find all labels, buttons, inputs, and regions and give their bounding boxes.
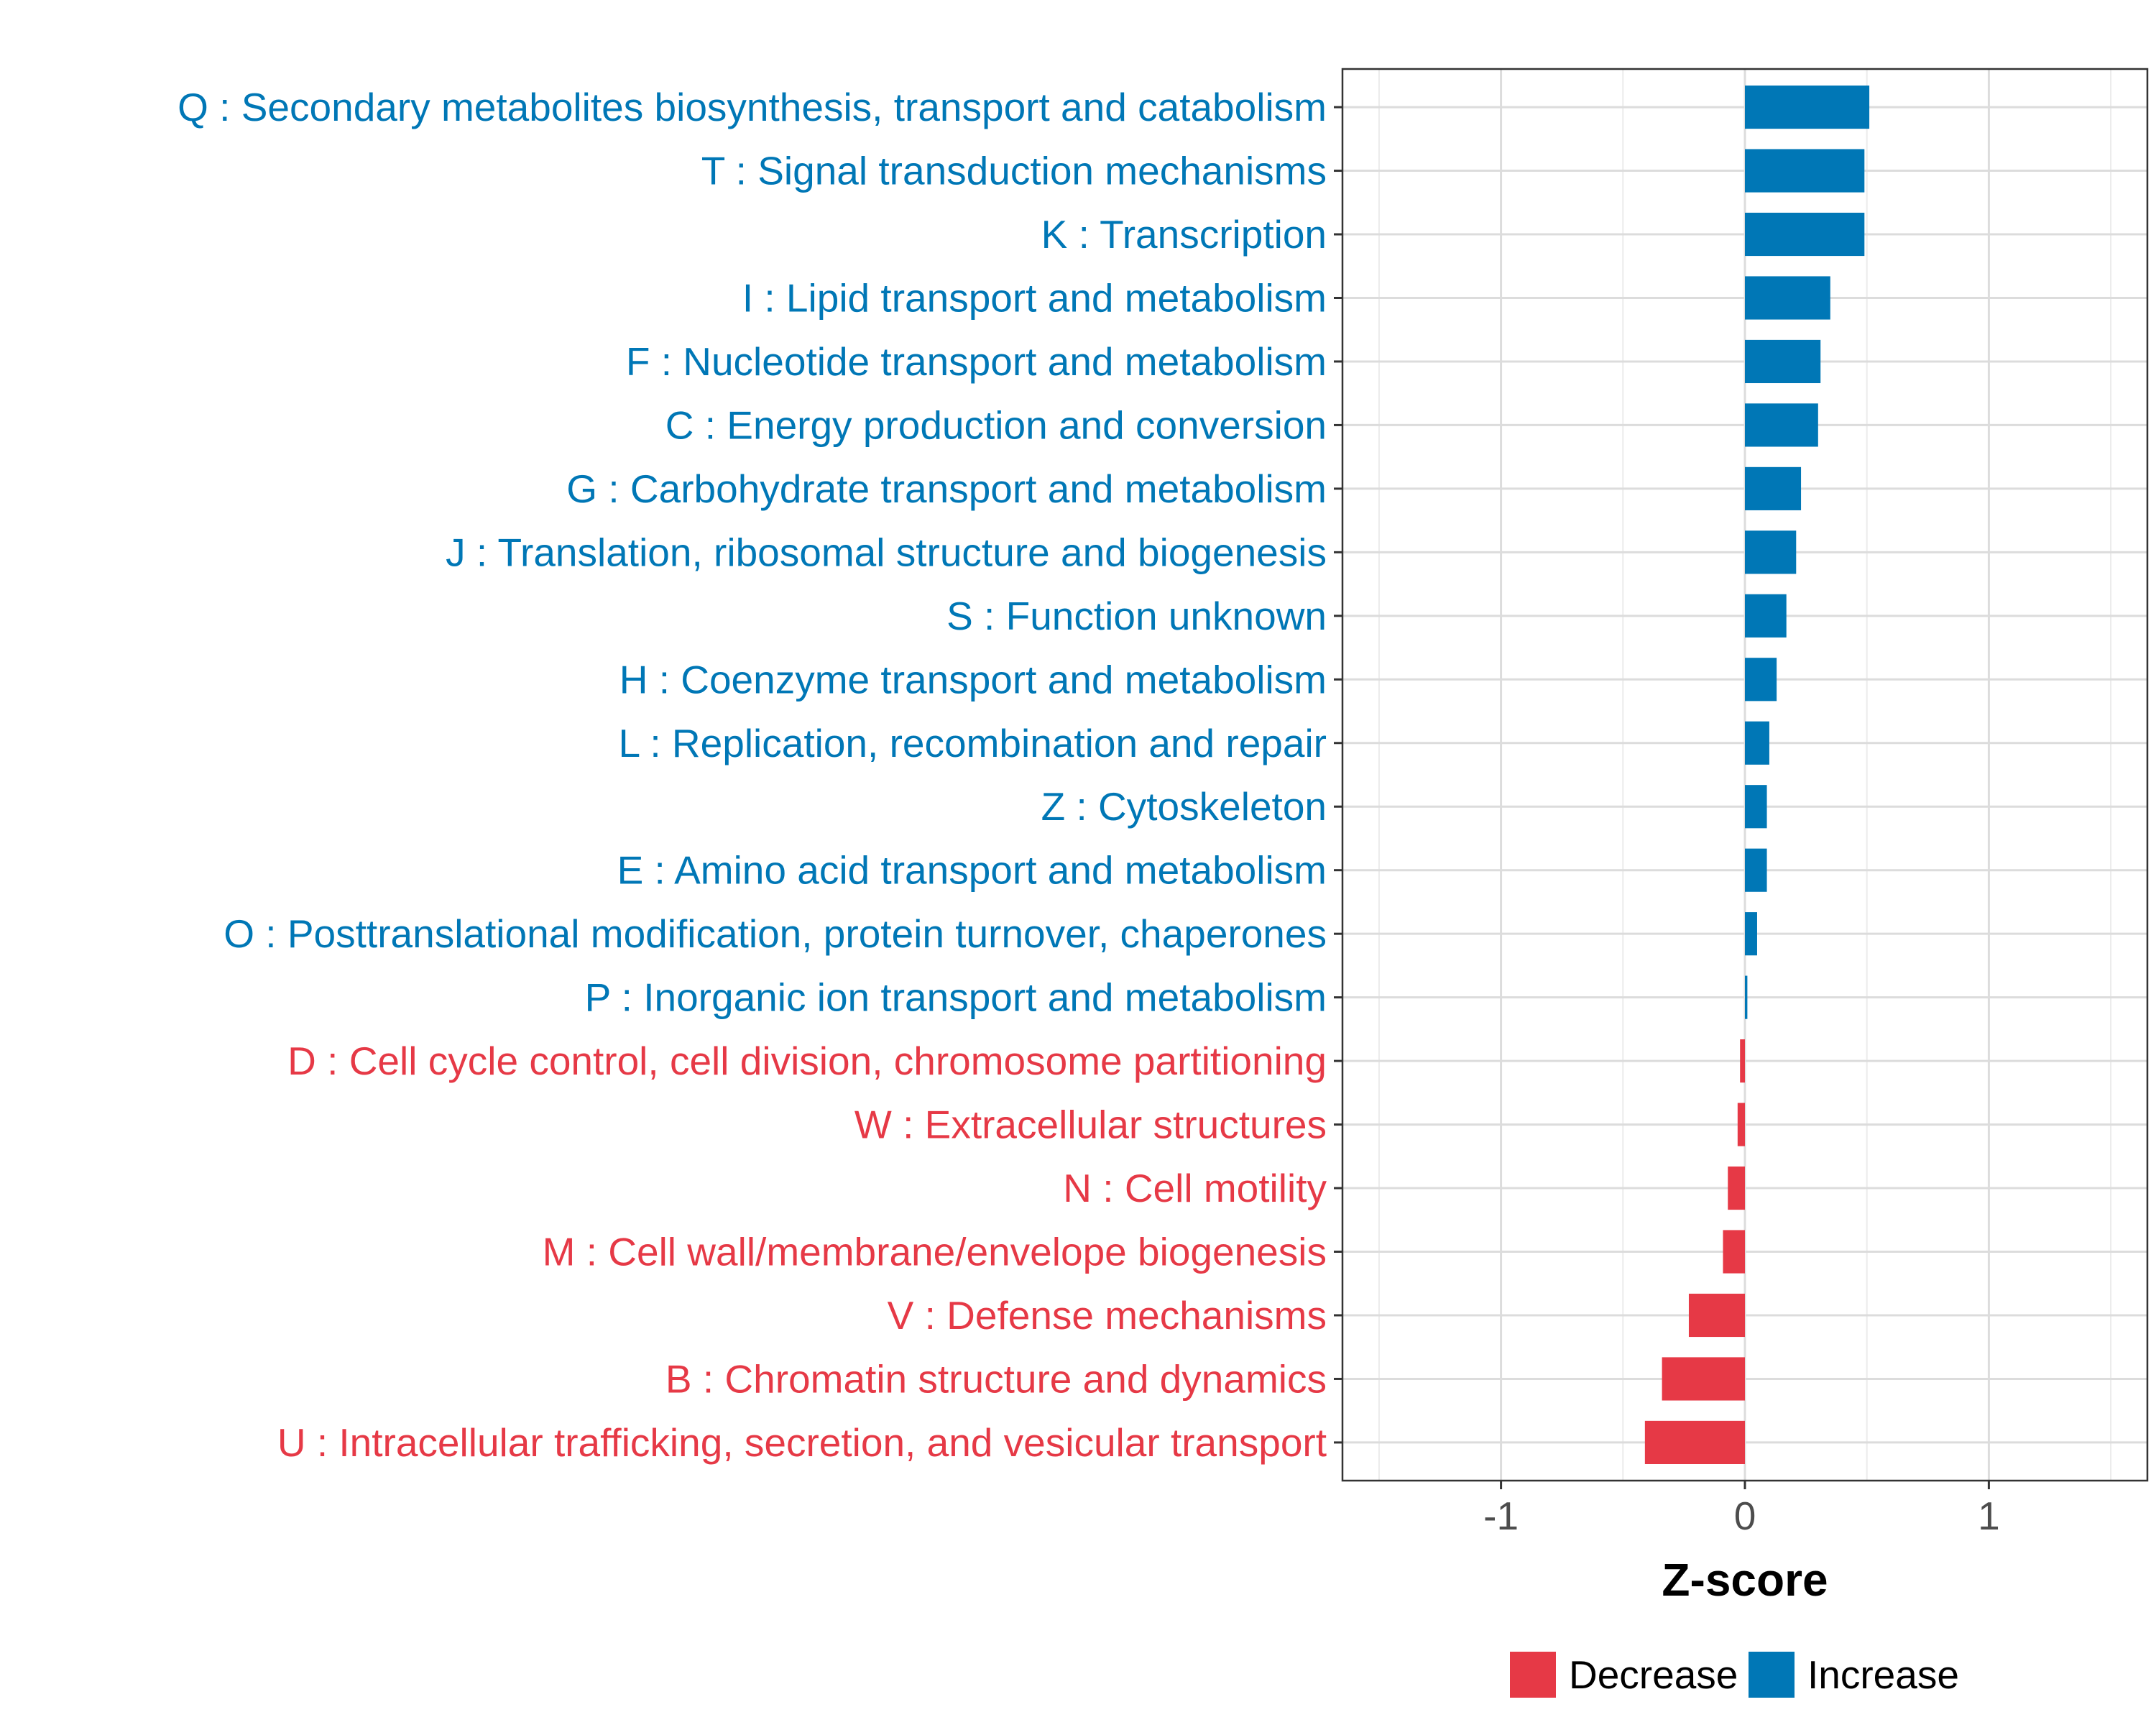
- x-tick-label: 0: [1734, 1494, 1756, 1538]
- category-label: K : Transcription: [1041, 212, 1327, 257]
- bar: [1723, 1230, 1745, 1274]
- bar: [1745, 721, 1769, 765]
- category-label: P : Inorganic ion transport and metaboli…: [585, 975, 1327, 1020]
- bar: [1745, 149, 1865, 193]
- category-label: T : Signal transduction mechanisms: [701, 149, 1327, 193]
- bar: [1745, 466, 1802, 510]
- bar: [1745, 785, 1767, 829]
- x-tick-label: 1: [1978, 1494, 2000, 1538]
- bar: [1745, 339, 1821, 384]
- category-label: H : Coenzyme transport and metabolism: [619, 657, 1327, 702]
- bar: [1745, 86, 1870, 129]
- category-label: J : Translation, ribosomal structure and…: [446, 530, 1327, 574]
- bar: [1745, 403, 1818, 447]
- category-label: O : Posttranslational modification, prot…: [224, 911, 1327, 956]
- category-label: D : Cell cycle control, cell division, c…: [287, 1039, 1327, 1083]
- category-label: L : Replication, recombination and repai…: [619, 721, 1327, 765]
- category-label: S : Function unknown: [946, 594, 1327, 638]
- bar: [1740, 1039, 1745, 1083]
- legend-label: Increase: [1807, 1652, 1959, 1697]
- bar: [1745, 912, 1757, 956]
- x-tick-label: -1: [1483, 1494, 1519, 1538]
- category-label: I : Lipid transport and metabolism: [742, 275, 1327, 320]
- category-label: M : Cell wall/membrane/envelope biogenes…: [543, 1230, 1327, 1274]
- bar: [1662, 1357, 1745, 1401]
- y-axis: Q : Secondary metabolites biosynthesis, …: [178, 85, 1342, 1465]
- category-label: Z : Cytoskeleton: [1041, 784, 1327, 829]
- bar: [1745, 848, 1767, 892]
- category-label: Q : Secondary metabolites biosynthesis, …: [178, 85, 1327, 129]
- legend-key: [1510, 1652, 1556, 1698]
- x-axis: -1 0 1: [1483, 1481, 2000, 1538]
- category-label: G : Carbohydrate transport and metabolis…: [566, 466, 1327, 511]
- bar: [1745, 975, 1748, 1019]
- category-label: F : Nucleotide transport and metabolism: [626, 339, 1327, 384]
- bar: [1745, 212, 1865, 257]
- x-axis-title: Z-score: [1662, 1554, 1828, 1606]
- bar: [1745, 276, 1830, 320]
- category-label: N : Cell motility: [1063, 1166, 1327, 1210]
- category-label: B : Chromatin structure and dynamics: [665, 1356, 1327, 1401]
- bar: [1644, 1420, 1745, 1464]
- category-label: U : Intracellular trafficking, secretion…: [277, 1420, 1327, 1465]
- bar: [1728, 1166, 1745, 1210]
- bar: [1745, 594, 1787, 638]
- legend: Decrease Increase: [1510, 1652, 1959, 1698]
- bar: [1737, 1103, 1745, 1146]
- category-label: E : Amino acid transport and metabolism: [617, 848, 1327, 893]
- bar: [1745, 658, 1777, 702]
- bar: [1688, 1293, 1745, 1338]
- category-label: V : Defense mechanisms: [888, 1293, 1327, 1338]
- bar: [1745, 530, 1797, 574]
- category-label: C : Energy production and conversion: [665, 402, 1327, 447]
- legend-key: [1749, 1652, 1795, 1698]
- bars: [1644, 86, 1870, 1464]
- legend-label: Decrease: [1569, 1652, 1738, 1697]
- category-label: W : Extracellular structures: [854, 1103, 1327, 1147]
